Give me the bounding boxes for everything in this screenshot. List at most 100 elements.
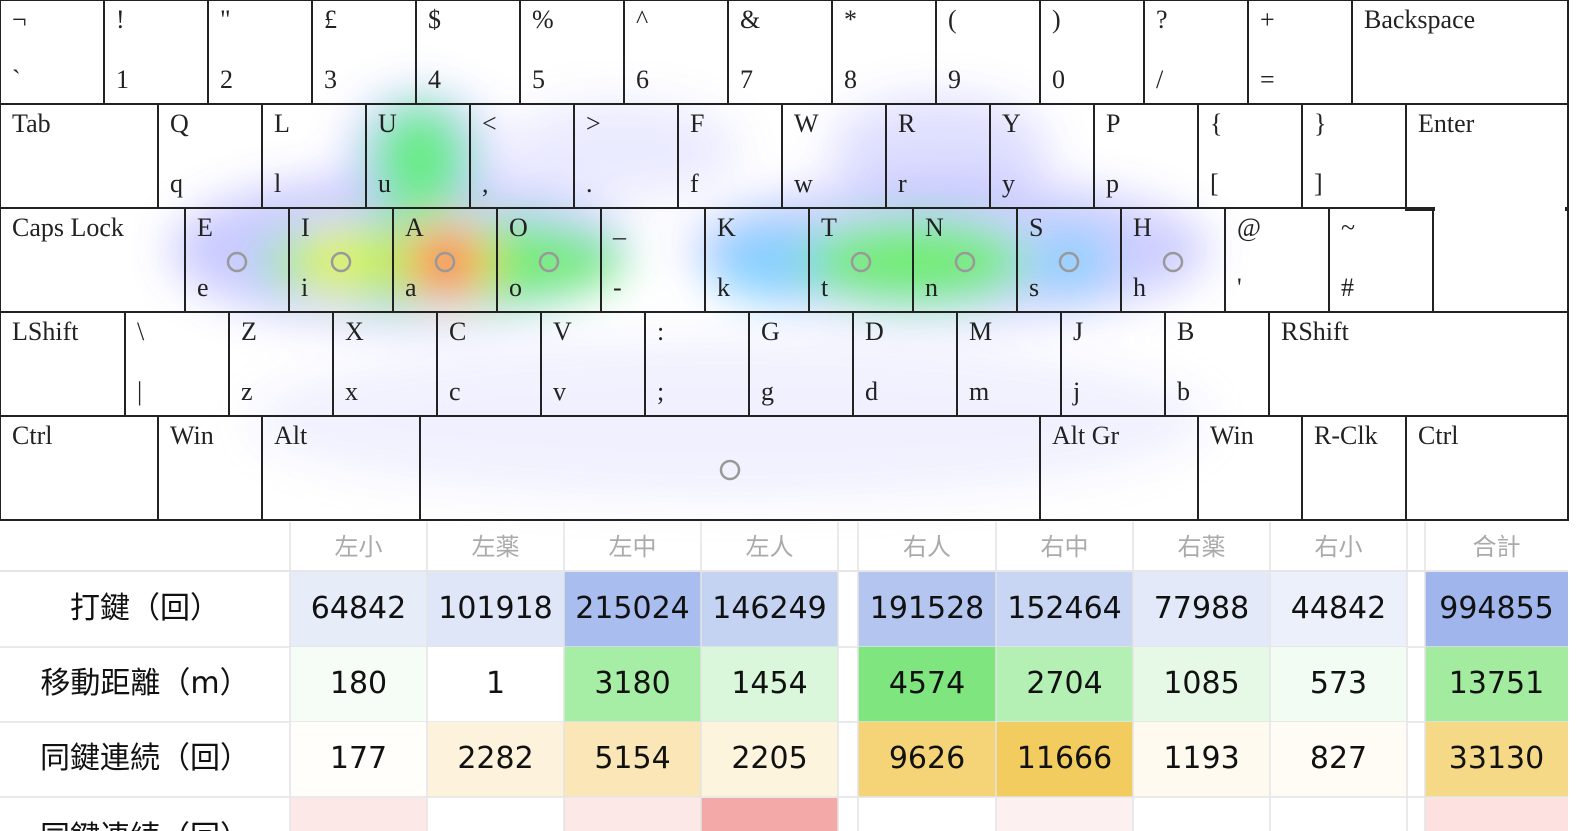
cell <box>858 647 996 722</box>
key-top-label: R-Clk <box>1314 421 1378 450</box>
key-bottom-label: s <box>1029 273 1039 302</box>
key-top-label: \ <box>137 317 145 346</box>
key-bottom-label: t <box>821 273 829 302</box>
cell-value: 44842 <box>1291 591 1386 626</box>
key-top-label: T <box>821 213 837 242</box>
column-header: 右薬 <box>1178 533 1226 561</box>
key-top-label: Caps Lock <box>12 213 124 242</box>
cell <box>1133 572 1270 647</box>
heatmap <box>170 90 1210 500</box>
key-top-label: N <box>925 213 944 242</box>
key-top-label: _ <box>612 213 627 242</box>
key-bottom-label: u <box>378 169 391 198</box>
key-top-label: P <box>1106 109 1120 138</box>
key-top-label: ) <box>1052 5 1061 34</box>
key-bottom-label: a <box>405 273 417 302</box>
key-top-label: R <box>898 109 916 138</box>
key-top-label: ^ <box>636 5 648 34</box>
cell-value: 1454 <box>731 666 807 701</box>
key-bottom-label: 2 <box>220 65 233 94</box>
key-top-label: Enter <box>1418 109 1475 138</box>
key-bottom-label: , <box>482 169 489 198</box>
column-header: 左人 <box>746 533 794 561</box>
key-top-label: D <box>865 317 884 346</box>
cell-value: 13751 <box>1449 666 1544 701</box>
key-bottom-label: 9 <box>948 65 961 94</box>
cell-value: 827 <box>1310 741 1367 776</box>
key-top-label: £ <box>324 5 337 34</box>
key-bottom-label: i <box>301 273 308 302</box>
enter-join <box>1435 204 1565 214</box>
cell <box>427 722 564 797</box>
key-top-label: Alt Gr <box>1052 421 1120 450</box>
cell <box>701 722 838 797</box>
cell <box>427 572 564 647</box>
key-top-label: LShift <box>12 317 79 346</box>
key-top-label: ? <box>1156 5 1168 34</box>
key-bottom-label: . <box>586 169 593 198</box>
cell <box>701 647 838 722</box>
cell-value: 1193 <box>1163 741 1239 776</box>
cell-value: 3180 <box>594 666 670 701</box>
cell-value: 177 <box>330 741 387 776</box>
key-bottom-label: 6 <box>636 65 649 94</box>
cell <box>564 647 701 722</box>
key-bottom-label: f <box>690 169 699 198</box>
key-bottom-label: = <box>1260 65 1275 94</box>
key-bottom-label: 0 <box>1052 65 1065 94</box>
key-bottom-label: [ <box>1210 169 1219 198</box>
key-top-label: < <box>482 109 497 138</box>
cell <box>858 722 996 797</box>
key-bottom-label: x <box>345 377 358 406</box>
cell-value: 1 <box>486 666 505 701</box>
key-bottom-label: 3 <box>324 65 337 94</box>
cell-value: 2704 <box>1026 666 1102 701</box>
key-top-label: O <box>509 213 528 242</box>
key-top-label: { <box>1210 109 1222 138</box>
key-top-label: Ctrl <box>12 421 52 450</box>
column-header: 左中 <box>609 533 657 561</box>
key-bottom-label: 5 <box>532 65 545 94</box>
key-bottom-label: p <box>1106 169 1119 198</box>
key-bottom-label: h <box>1133 273 1146 302</box>
cell-value: 101918 <box>438 591 553 626</box>
key-top-label: ~ <box>1341 213 1355 242</box>
key-bottom-label: z <box>241 377 253 406</box>
key-top-label: W <box>794 109 819 138</box>
cell <box>1133 647 1270 722</box>
cell-value: 77988 <box>1154 591 1249 626</box>
cell-value: 2282 <box>457 741 533 776</box>
column-header: 左薬 <box>472 533 520 561</box>
cell <box>858 572 996 647</box>
key-top-label: Y <box>1002 109 1021 138</box>
cell-value: 64842 <box>311 591 406 626</box>
key-bottom-label: v <box>553 377 566 406</box>
cell <box>1425 572 1568 647</box>
key-top-label: ( <box>948 5 957 34</box>
key-top-label: S <box>1029 213 1043 242</box>
cell-value: 11666 <box>1017 741 1112 776</box>
key-bottom-label: y <box>1002 169 1015 198</box>
key-bottom-label: 8 <box>844 65 857 94</box>
cell-value: 146249 <box>712 591 827 626</box>
key-bottom-label: r <box>898 169 907 198</box>
key-bottom-label: 1 <box>116 65 129 94</box>
key-bottom-label: ; <box>657 377 664 406</box>
key-top-label: H <box>1133 213 1152 242</box>
cell <box>290 647 427 722</box>
key-top-label: Ctrl <box>1418 421 1458 450</box>
cell-value: 9626 <box>889 741 965 776</box>
cell <box>1270 722 1407 797</box>
key-top-label: & <box>740 5 760 34</box>
cell-value: 573 <box>1310 666 1367 701</box>
key-bottom-label: c <box>449 377 461 406</box>
key-top-label: E <box>197 213 213 242</box>
cell <box>701 572 838 647</box>
key-top-label: J <box>1073 317 1083 346</box>
column-header: 右中 <box>1041 533 1089 561</box>
key-top-label: Alt <box>274 421 308 450</box>
cell <box>996 647 1133 722</box>
cell-value: 33130 <box>1449 741 1544 776</box>
cell <box>564 722 701 797</box>
cell-value: 152464 <box>1007 591 1122 626</box>
